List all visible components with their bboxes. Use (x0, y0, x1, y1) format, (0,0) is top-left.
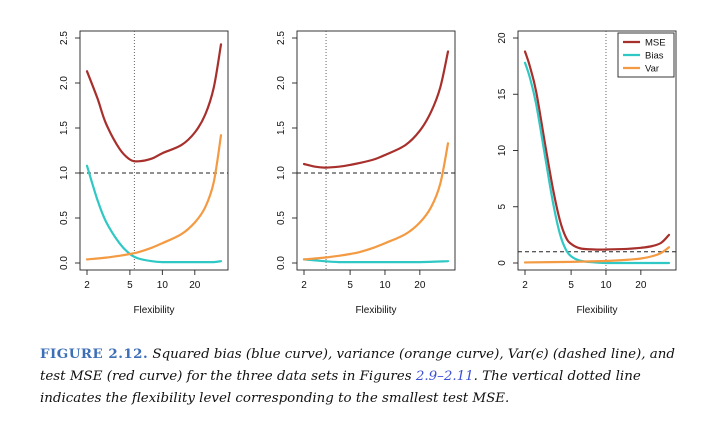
var-curve (302, 142, 450, 261)
y-tick-label: 2.5 (276, 31, 287, 45)
y-tick-label: 20 (497, 32, 508, 44)
y-tick-label: 2.0 (59, 76, 70, 90)
caption-label: FIGURE 2.12. (40, 346, 149, 362)
y-tick-label: 0.5 (276, 211, 287, 225)
legend: MSE Bias Var (617, 32, 675, 78)
x-tick-label: 2 (84, 280, 90, 291)
y-tick-label: 0.0 (276, 256, 287, 270)
x-tick-label: 10 (379, 280, 391, 291)
panel-3: 2 5 10 20 0 5 10 15 20 Flexibility MSE Bias Var (497, 30, 677, 316)
y-tick-label: 2.0 (276, 76, 287, 90)
bias-curve (523, 61, 671, 265)
x-tick-label: 10 (157, 280, 169, 291)
caption-figure-link[interactable]: 2.9–2.11 (415, 369, 474, 384)
y-tick-label: 0.5 (59, 211, 70, 225)
var-curve (523, 246, 671, 264)
legend-label: MSE (645, 38, 666, 49)
plot-frame (296, 30, 456, 271)
x-tick-label: 5 (127, 280, 133, 291)
x-tick-label: 10 (600, 280, 612, 291)
x-tick-label: 20 (414, 280, 426, 291)
y-tick-label: 10 (497, 145, 508, 157)
mse-curve (85, 43, 223, 163)
caption-epsilon: ϵ (535, 347, 544, 362)
y-tick-label: 1.0 (59, 166, 70, 180)
caption-text-2: ) (dashed line), and test MSE (red curve… (40, 347, 675, 384)
x-tick-label: 2 (301, 280, 307, 291)
x-axis-label: Flexibility (355, 305, 396, 316)
plot-frame (79, 30, 229, 271)
x-axis-label: Flexibility (576, 305, 617, 316)
x-tick-label: 5 (347, 280, 353, 291)
x-tick-label: 2 (522, 280, 528, 291)
x-tick-label: 20 (189, 280, 201, 291)
legend-label: Var (645, 64, 659, 75)
bias-curve (302, 258, 450, 264)
caption-text-1: Squared bias (blue curve), variance (ora… (148, 347, 536, 362)
y-tick-label: 1.0 (276, 166, 287, 180)
x-axis-label: Flexibility (133, 305, 174, 316)
y-tick-label: 1.5 (276, 121, 287, 135)
y-tick-label: 5 (497, 204, 508, 210)
panel-2: 2 5 10 20 0.0 0.5 1.0 1.5 2.0 2.5 Flexibility (276, 30, 456, 316)
y-tick-label: 0.0 (59, 256, 70, 270)
panel-1: 2 5 10 20 0.0 0.5 1.0 1.5 2.0 2.5 Flexibility (59, 30, 229, 316)
y-tick-label: 1.5 (59, 121, 70, 135)
bias-curve (85, 164, 223, 264)
mse-curve (302, 50, 450, 169)
figure-caption: FIGURE 2.12. Squared bias (blue curve), … (40, 343, 690, 410)
y-tick-label: 15 (497, 88, 508, 100)
legend-label: Bias (645, 51, 664, 62)
var-curve (85, 134, 223, 261)
x-tick-label: 5 (568, 280, 574, 291)
mse-curve (523, 50, 671, 251)
caption-text-3: . The vertical dotted line indicates the… (40, 369, 641, 406)
x-tick-label: 20 (635, 280, 647, 291)
y-tick-label: 2.5 (59, 31, 70, 45)
y-tick-label: 0 (497, 260, 508, 266)
